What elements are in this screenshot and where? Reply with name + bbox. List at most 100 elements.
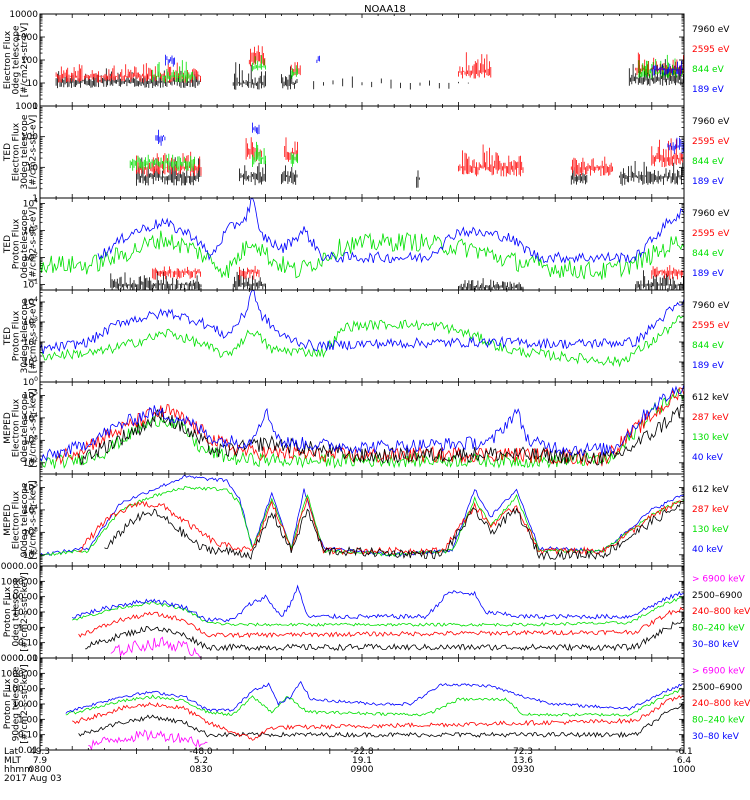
y-axis-label-2-2: 0deg telescope (20, 209, 30, 279)
y-axis-label-3-3: [#/cm2-s-str-eV] (29, 299, 39, 374)
series-group-5 (40, 474, 684, 561)
legend-entry-6-2: 240–800 keV (692, 607, 750, 617)
legend-entry-2-2: 844 eV (692, 249, 725, 259)
legend-entry-5-1: 287 keV (692, 505, 729, 515)
y-axis-label-3-1: Proton Flux (12, 310, 22, 361)
series-7-1-black (78, 701, 684, 738)
series-6-4-blue (71, 584, 684, 623)
series-group-3 (40, 290, 684, 368)
series-2-0-black (110, 268, 684, 290)
series-4-2-black (78, 404, 684, 466)
legend-entry-4-1: 287 keV (692, 413, 729, 423)
y-tick-label-6: 0.01 (18, 654, 38, 664)
y-axis-label-0-0: Electron Flux (3, 30, 13, 89)
y-tick-label-1: 1000 (15, 102, 38, 112)
panel-frame-7 (39, 657, 685, 751)
y-tick-label-0: 1 (32, 102, 38, 112)
series-6-3-green (72, 595, 684, 627)
legend-entry-4-3: 40 keV (692, 453, 724, 463)
series-4-3-blue (40, 384, 684, 462)
y-tick-label-6: 0.10 (18, 639, 38, 649)
panel-6: 0.01 0.10 1.00 10.00 100.00 1000.00 10000.00 Pr… (0, 562, 750, 664)
legend-entry-0-2: 844 eV (692, 65, 725, 75)
series-2-3-blue (97, 198, 684, 265)
y-axis-label-2-1: Proton Flux (12, 218, 22, 269)
legend-entry-1-3: 189 eV (692, 177, 725, 187)
series-2-2-green (40, 230, 684, 280)
legend-entry-7-3: 80–240 keV (692, 716, 745, 726)
y-axis-label-6-1: 0deg telescope (12, 577, 22, 647)
series-7-3-green (65, 687, 684, 717)
y-tick-label-7: 1.00 (18, 715, 38, 725)
footer-lat-0: 49.3 (30, 747, 50, 757)
legend-entry-7-4: 30–80 keV (692, 732, 740, 742)
y-axis-label-6-0: Proton Flux (3, 586, 13, 637)
y-tick-label-0: 100 (21, 56, 38, 66)
series-group-1 (129, 122, 684, 188)
footer-date: 2017 Aug 03 (4, 774, 62, 784)
y-tick-label-6: 1000.00 (1, 577, 38, 587)
series-0-2-green (152, 54, 684, 83)
y-axis-label-4-0: MEPED (3, 412, 13, 444)
y-axis-label-5-0: MEPED (3, 504, 13, 536)
y-tick-label-0: 10000 (9, 10, 38, 20)
panel-frame-3 (39, 289, 685, 383)
y-tick-label-1: 1 (32, 194, 38, 204)
y-tick-label-3: 101 (23, 356, 38, 368)
legend-entry-0-1: 2595 eV (692, 45, 730, 55)
legend-entry-5-2: 130 keV (692, 525, 729, 535)
footer-time-3: 0930 (512, 765, 535, 775)
y-tick-label-0: 1000 (15, 33, 38, 43)
y-tick-label-2: 103 (23, 224, 38, 236)
y-tick-label-5: 104 (23, 504, 38, 516)
series-6-0-magenta (110, 636, 202, 658)
series-group-6 (71, 584, 684, 658)
y-tick-label-2: 102 (23, 252, 38, 264)
legend-entry-5-0: 612 keV (692, 485, 729, 495)
panel-7: 0.01 0.10 1.00 10.00 100.00 1000.00 10000.00 Pr… (0, 654, 750, 756)
y-axis-label-6-2: [#/cm2-s-str-keV] (20, 572, 30, 651)
legend-entry-0-0: 7960 eV (692, 25, 730, 35)
series-5-2-red (78, 496, 684, 556)
footer-lat-2: -22.8 (350, 747, 374, 757)
y-tick-label-6: 1.00 (18, 623, 38, 633)
footer-lat-1: -48.0 (189, 747, 213, 757)
footer-mlt-2: 19.1 (352, 756, 372, 766)
series-0-3-blue (165, 54, 684, 76)
footer-row-label-mlt: MLT (4, 756, 22, 766)
legend-entry-5-3: 40 keV (692, 545, 724, 555)
legend-entry-2-1: 2595 eV (692, 229, 730, 239)
y-axis-label-7-1: 90deg telescope (12, 666, 22, 741)
series-1-1-red (136, 137, 684, 177)
series-4-1-red (55, 387, 684, 467)
footer-row-label-lat: Lat (4, 747, 19, 757)
footer-mlt-4: 6.4 (677, 756, 692, 766)
y-axis-label-1-3: [#/cm2-s-str-eV] (29, 115, 39, 190)
legend-entry-6-4: 30–80 keV (692, 640, 740, 650)
y-tick-label-3: 103 (23, 316, 38, 328)
y-axis-label-3-0: TED (3, 327, 13, 346)
y-tick-label-7: 10.00 (12, 700, 38, 710)
y-tick-label-4: 105 (23, 389, 38, 401)
series-7-4-blue (65, 680, 684, 714)
legend-entry-3-0: 7960 eV (692, 301, 730, 311)
orbit-footer: Lat MLT hhmm 2017 Aug 03 49.3 7.9 0800 -… (4, 747, 696, 784)
footer-mlt-1: 5.2 (194, 756, 208, 766)
legend-entry-7-0: > 6900 keV (692, 666, 746, 676)
series-1-0-black (136, 157, 684, 188)
y-axis-label-4-2: 0deg telescope (20, 393, 30, 463)
footer-time-1: 0830 (190, 765, 213, 775)
legend-entry-1-0: 7960 eV (692, 117, 730, 127)
y-tick-label-5: 102 (23, 549, 38, 561)
y-tick-label-7: 100.00 (7, 685, 39, 695)
y-axis-label-3-2: 30deg telescope (20, 298, 30, 373)
y-axis-label-1-2: 30deg telescope (20, 114, 30, 189)
footer-row-label-hhmm: hhmm (4, 765, 33, 775)
legend-entry-2-0: 7960 eV (692, 209, 730, 219)
y-axis-label-5-3: [#/cm2-s-str-keV] (29, 480, 39, 559)
legend-entry-7-2: 240–800 keV (692, 699, 750, 709)
y-tick-label-4: 102 (23, 457, 38, 469)
